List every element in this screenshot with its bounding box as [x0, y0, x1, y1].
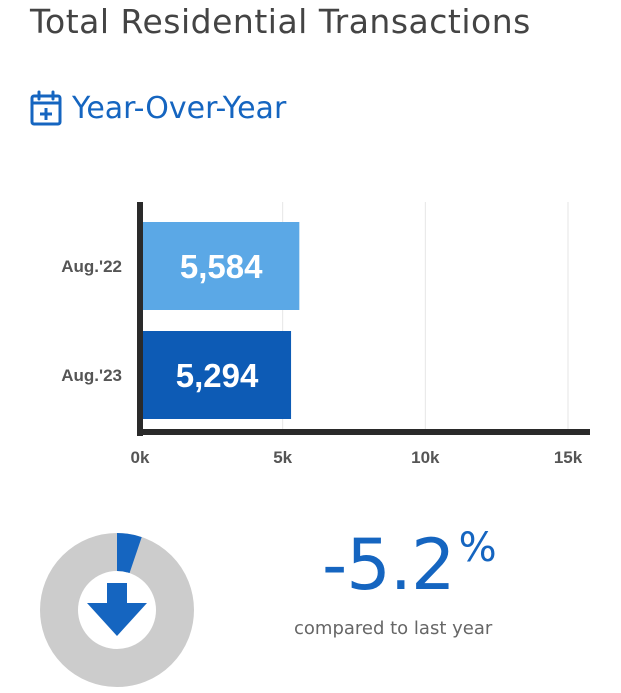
change-caption: compared to last year: [294, 618, 493, 639]
donut-change-arc: [116, 533, 142, 574]
bar-chart: 5,584 Aug.'22 5,294 Aug.'23 0k 5k 10k 15k: [61, 202, 590, 467]
category-label: Aug.'22: [61, 257, 122, 276]
bar-value-label: 5,584: [180, 248, 263, 285]
arrow-down-icon: [87, 583, 147, 636]
x-tick-label: 5k: [273, 448, 292, 467]
x-tick-label: 15k: [554, 448, 583, 467]
change-donut: [40, 533, 194, 687]
x-tick-label: 10k: [411, 448, 440, 467]
section-header: Year-Over-Year: [30, 86, 286, 130]
change-percentage: -5.2%: [322, 528, 497, 600]
bar: [143, 331, 292, 419]
percent-sign: %: [458, 525, 497, 571]
page-title: Total Residential Transactions: [30, 2, 531, 41]
x-tick-label: 0k: [131, 448, 150, 467]
bar-value-label: 5,294: [176, 357, 259, 394]
section-title: Year-Over-Year: [72, 90, 287, 126]
bar: [143, 222, 300, 310]
category-label: Aug.'23: [61, 366, 122, 385]
change-value: -5.2: [322, 524, 456, 606]
calendar-plus-icon: [30, 90, 62, 126]
